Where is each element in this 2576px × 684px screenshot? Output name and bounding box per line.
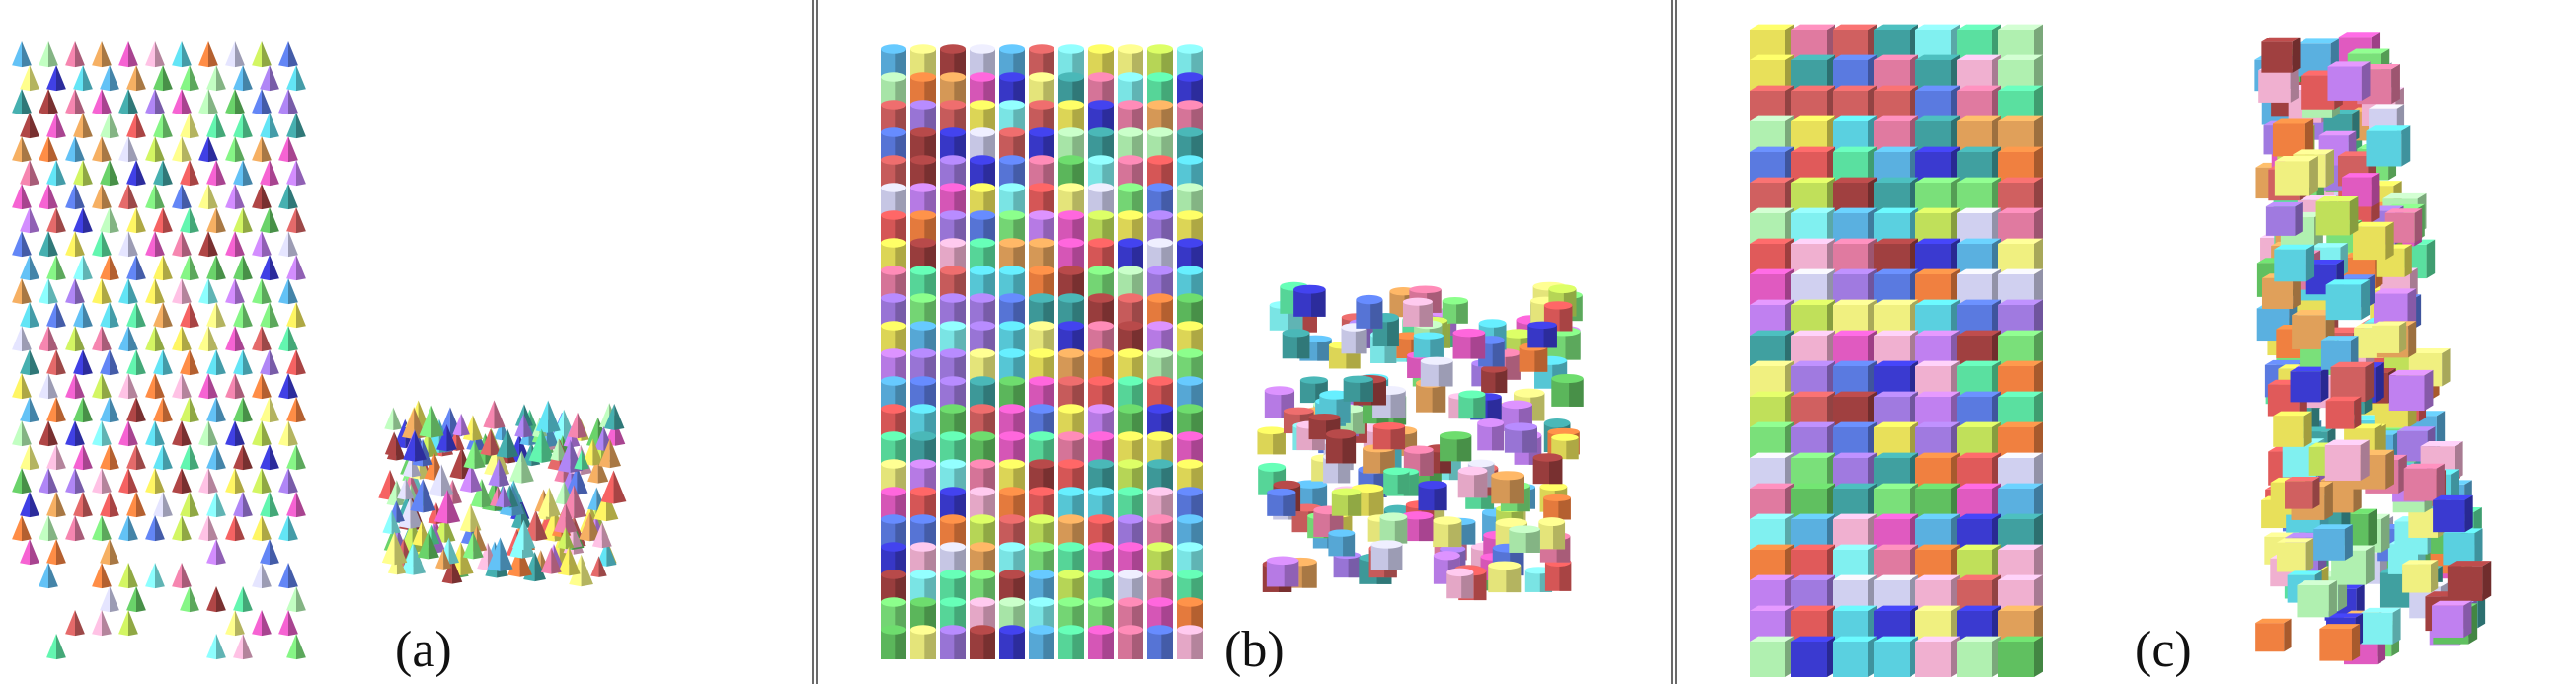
panel-b-label: (b) [1224, 622, 1285, 678]
panel-divider [812, 0, 818, 684]
panel-c-label: (c) [2135, 622, 2192, 678]
cone-column [12, 41, 306, 660]
cube-column [1750, 24, 2043, 677]
cylinder-column [881, 44, 1203, 659]
panel-a: (a) [0, 0, 810, 684]
panel-c: (c) [1680, 0, 2576, 684]
panel-a-label: (a) [395, 622, 452, 678]
cone-pile [378, 400, 627, 587]
panel-b: (b) [821, 0, 1671, 684]
cylinder-pile [1257, 281, 1584, 601]
cube-pile [2254, 32, 2492, 665]
panel-divider [1671, 0, 1677, 684]
